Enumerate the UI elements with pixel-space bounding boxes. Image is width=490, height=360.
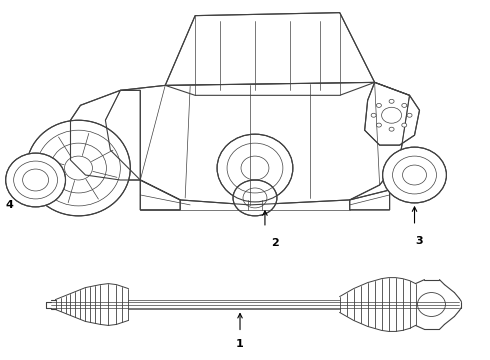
Ellipse shape xyxy=(402,103,407,107)
Polygon shape xyxy=(105,82,410,205)
Polygon shape xyxy=(165,13,375,95)
Text: 1: 1 xyxy=(236,339,244,350)
Ellipse shape xyxy=(233,180,277,216)
Ellipse shape xyxy=(402,123,407,127)
Ellipse shape xyxy=(389,127,394,131)
Ellipse shape xyxy=(6,153,66,207)
Ellipse shape xyxy=(389,99,394,103)
Ellipse shape xyxy=(383,147,446,203)
Ellipse shape xyxy=(376,123,381,127)
Ellipse shape xyxy=(376,103,381,107)
Polygon shape xyxy=(365,82,419,145)
Ellipse shape xyxy=(407,113,412,117)
Text: 3: 3 xyxy=(416,236,423,246)
Ellipse shape xyxy=(217,134,293,202)
Polygon shape xyxy=(140,180,180,210)
Ellipse shape xyxy=(371,113,376,117)
Polygon shape xyxy=(350,190,390,210)
Text: 2: 2 xyxy=(271,238,279,248)
Ellipse shape xyxy=(26,120,130,216)
Text: 4: 4 xyxy=(6,200,14,210)
Polygon shape xyxy=(71,90,140,180)
